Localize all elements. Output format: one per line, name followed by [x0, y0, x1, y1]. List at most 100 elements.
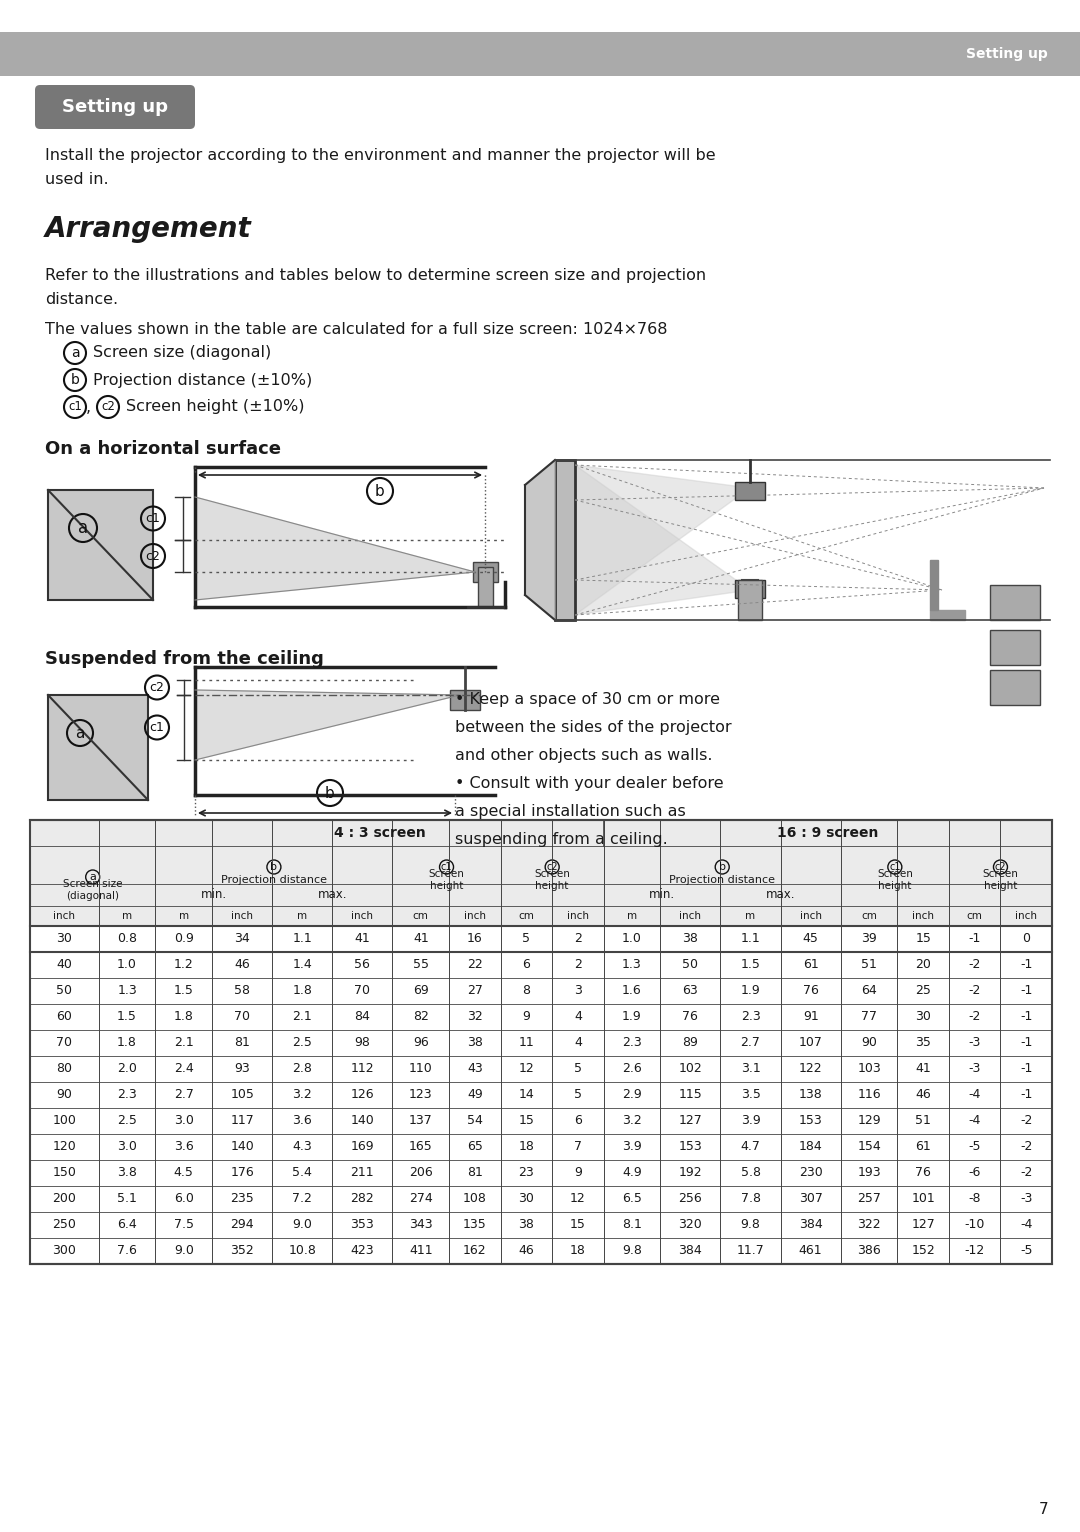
Text: 22: 22 — [467, 959, 483, 971]
Text: Setting up: Setting up — [967, 47, 1048, 61]
Text: 77: 77 — [861, 1011, 877, 1023]
Text: 11: 11 — [518, 1037, 535, 1049]
Text: 7.6: 7.6 — [117, 1244, 137, 1258]
Bar — [735, 483, 765, 499]
Text: 1.0: 1.0 — [117, 959, 137, 971]
Text: 64: 64 — [861, 985, 877, 997]
Text: 320: 320 — [678, 1218, 702, 1232]
Text: 30: 30 — [518, 1192, 535, 1206]
Text: 257: 257 — [858, 1192, 881, 1206]
Bar — [738, 581, 762, 620]
Text: 1.9: 1.9 — [741, 985, 760, 997]
Text: c2: c2 — [995, 863, 1007, 872]
Text: 461: 461 — [799, 1244, 823, 1258]
Text: 2.6: 2.6 — [622, 1063, 642, 1075]
Text: 65: 65 — [467, 1140, 483, 1154]
Text: 91: 91 — [802, 1011, 819, 1023]
Text: 41: 41 — [354, 933, 370, 945]
Text: 18: 18 — [570, 1244, 585, 1258]
Text: 11.7: 11.7 — [737, 1244, 765, 1258]
Text: • Keep a space of 30 cm or more: • Keep a space of 30 cm or more — [455, 692, 720, 706]
Text: inch: inch — [231, 912, 253, 921]
Text: -4: -4 — [969, 1114, 981, 1128]
Text: m: m — [297, 912, 308, 921]
Text: 61: 61 — [802, 959, 819, 971]
Text: 300: 300 — [53, 1244, 77, 1258]
Text: 5: 5 — [523, 933, 530, 945]
Text: 3.8: 3.8 — [117, 1166, 137, 1180]
Text: inch: inch — [799, 912, 822, 921]
Text: 18: 18 — [518, 1140, 535, 1154]
Text: -1: -1 — [969, 933, 981, 945]
Text: 6.4: 6.4 — [117, 1218, 137, 1232]
Text: 2.3: 2.3 — [117, 1089, 137, 1102]
Text: 150: 150 — [53, 1166, 77, 1180]
Text: 135: 135 — [463, 1218, 487, 1232]
Text: 6.0: 6.0 — [174, 1192, 193, 1206]
Text: a: a — [78, 519, 89, 538]
Polygon shape — [575, 466, 750, 614]
Bar — [555, 460, 575, 620]
Text: 38: 38 — [683, 933, 699, 945]
Text: 2.1: 2.1 — [293, 1011, 312, 1023]
Text: 0.8: 0.8 — [117, 933, 137, 945]
Text: 25: 25 — [915, 985, 931, 997]
Text: b: b — [70, 372, 80, 388]
Text: max.: max. — [766, 889, 795, 901]
Text: -3: -3 — [969, 1063, 981, 1075]
Text: 2.4: 2.4 — [174, 1063, 193, 1075]
Text: cm: cm — [861, 912, 877, 921]
Text: 126: 126 — [351, 1089, 374, 1102]
Text: m: m — [178, 912, 189, 921]
Text: 9: 9 — [523, 1011, 530, 1023]
Text: 93: 93 — [234, 1063, 249, 1075]
Text: 46: 46 — [234, 959, 249, 971]
Text: 5.8: 5.8 — [741, 1166, 760, 1180]
Text: 384: 384 — [799, 1218, 823, 1232]
Polygon shape — [930, 610, 966, 620]
Text: 69: 69 — [413, 985, 429, 997]
Text: a: a — [90, 872, 96, 882]
Polygon shape — [930, 561, 939, 610]
Text: 153: 153 — [799, 1114, 823, 1128]
Text: inch: inch — [351, 912, 374, 921]
Bar — [48, 490, 153, 601]
Text: 4: 4 — [573, 1037, 582, 1049]
Text: 2.3: 2.3 — [741, 1011, 760, 1023]
Text: 50: 50 — [56, 985, 72, 997]
Text: max.: max. — [318, 889, 347, 901]
Text: 120: 120 — [53, 1140, 77, 1154]
Bar — [30, 820, 1052, 1264]
Text: 81: 81 — [467, 1166, 483, 1180]
Text: 101: 101 — [912, 1192, 935, 1206]
Bar — [990, 669, 1040, 705]
Text: -1: -1 — [1020, 959, 1032, 971]
Text: 70: 70 — [56, 1037, 72, 1049]
Text: b: b — [325, 786, 335, 801]
Text: 206: 206 — [409, 1166, 433, 1180]
Text: 56: 56 — [354, 959, 370, 971]
Text: 51: 51 — [915, 1114, 931, 1128]
Text: -2: -2 — [969, 959, 981, 971]
Text: 211: 211 — [351, 1166, 374, 1180]
Text: 3.2: 3.2 — [293, 1089, 312, 1102]
Text: On a horizontal surface: On a horizontal surface — [45, 440, 281, 458]
Text: -1: -1 — [1020, 1011, 1032, 1023]
Text: 3: 3 — [573, 985, 582, 997]
Text: 294: 294 — [230, 1218, 254, 1232]
Text: -4: -4 — [1020, 1218, 1032, 1232]
Text: 102: 102 — [678, 1063, 702, 1075]
Text: Suspended from the ceiling: Suspended from the ceiling — [45, 650, 324, 668]
Text: 45: 45 — [802, 933, 819, 945]
Text: 2.1: 2.1 — [174, 1037, 193, 1049]
Text: 55: 55 — [413, 959, 429, 971]
Text: 12: 12 — [518, 1063, 535, 1075]
Text: a: a — [76, 726, 84, 740]
Text: 38: 38 — [467, 1037, 483, 1049]
Text: ,: , — [86, 400, 91, 415]
Text: 58: 58 — [234, 985, 251, 997]
Text: 82: 82 — [413, 1011, 429, 1023]
Text: 0: 0 — [1023, 933, 1030, 945]
Text: 343: 343 — [409, 1218, 433, 1232]
Text: 7.8: 7.8 — [741, 1192, 760, 1206]
